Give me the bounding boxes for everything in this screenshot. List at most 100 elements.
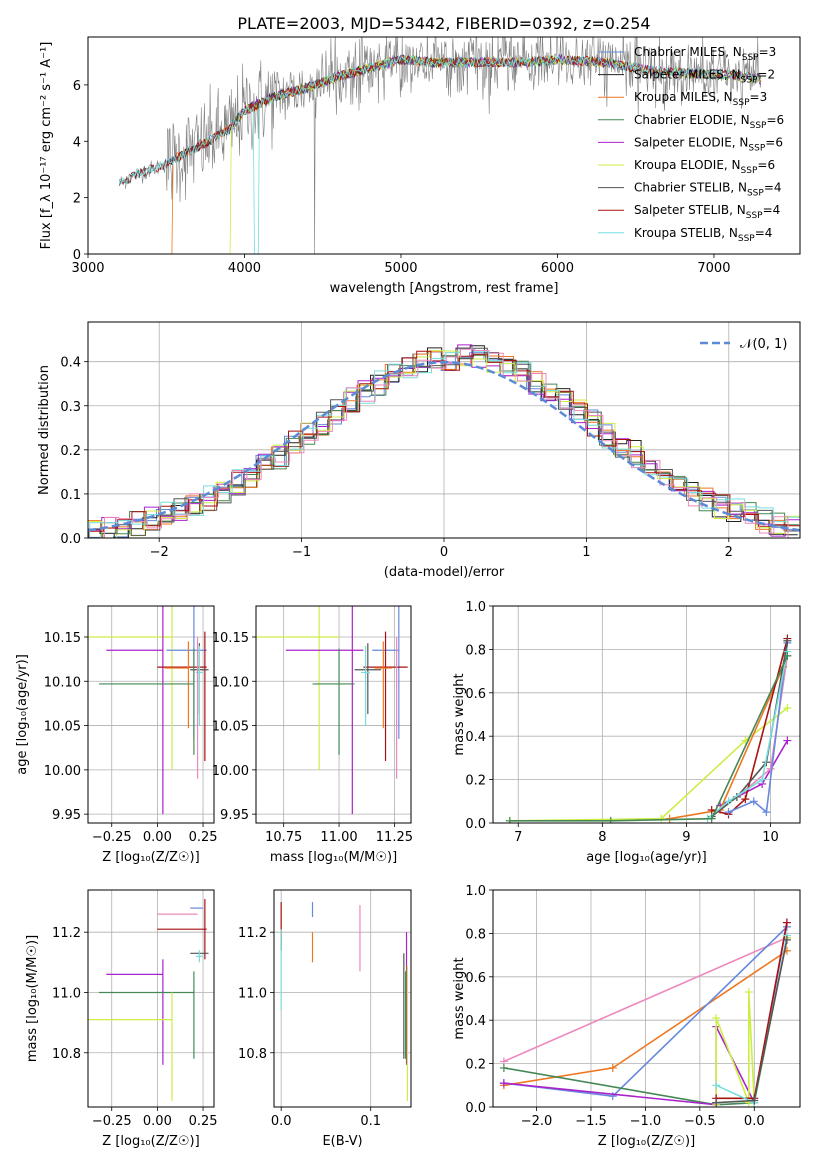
x-tick-label: 10	[762, 830, 779, 845]
legend-label: Chabrier STELIB, NSSP=4	[634, 181, 782, 199]
plus-marker	[657, 814, 666, 823]
legend-sub: SSP	[742, 53, 759, 63]
x-tick-label: 11.00	[320, 830, 357, 845]
plus-marker	[724, 797, 733, 806]
plus-marker	[762, 808, 771, 817]
x-tick-label: 2	[725, 545, 733, 560]
y-tick-label: 10.00	[212, 764, 249, 779]
y-tick-label: 9.95	[220, 808, 249, 823]
histogram-step-kroupa-miles	[88, 351, 799, 532]
x-tick-label: 9	[682, 830, 690, 845]
legend-tail: =3	[759, 45, 777, 59]
y-tick-label: 10.15	[212, 631, 249, 646]
plus-marker	[766, 764, 775, 773]
errorbar-point	[157, 899, 207, 960]
series-line	[503, 936, 788, 1063]
y-tick-label: 0.6	[465, 687, 486, 702]
errorbar-point	[106, 959, 164, 1065]
y-tick-label: 0.0	[60, 532, 81, 547]
errorbar-point	[98, 971, 195, 1059]
plus-marker	[783, 651, 792, 660]
spectrum-panel: 3000 4000 5000 6000 7000 0 2 4 6 wavelength [Angs…	[39, 36, 801, 296]
y-tick-label: 10.00	[44, 764, 81, 779]
plus-marker	[608, 1063, 617, 1072]
y-tick-label: 0.8	[465, 643, 486, 658]
plus-marker	[499, 1079, 508, 1088]
y-tick-label: 0.4	[60, 356, 81, 371]
model-spectrum-kroupa-stelib	[118, 54, 761, 254]
series-line	[728, 642, 789, 814]
legend-tail: =4	[763, 203, 781, 217]
y-tick-label: 6	[73, 79, 81, 94]
errorbar-point	[285, 606, 364, 815]
y-tick-label: 0.6	[465, 971, 486, 986]
errorbar-point	[164, 641, 190, 729]
x-tick-label: 7000	[697, 261, 730, 276]
series-line	[509, 655, 789, 822]
spectrum-legend: Chabrier MILES, NSSP=3 Salpeter MILES, NS…	[598, 45, 784, 244]
x-tick-label: 0	[440, 545, 448, 560]
plus-marker	[741, 795, 750, 804]
y-tick-label: 0.8	[465, 927, 486, 942]
x-axis-label: E(B-V)	[322, 1134, 362, 1149]
errorbar-point	[354, 643, 382, 715]
errorbar-point	[363, 631, 408, 761]
x-tick-label: 0.1	[360, 1114, 381, 1129]
histogram-step-kroupa-stelib	[89, 348, 800, 538]
residuals-panel: −2 −1 0 1 2 0.0 0.1 0.2 0.3 0.4 (data-model)/error…	[37, 321, 801, 580]
x-tick-label: 0.00	[143, 830, 172, 845]
axes-frame	[255, 605, 412, 824]
x-axis-label: Z [log₁₀(Z/Z☉)]	[598, 1134, 695, 1149]
plus-marker	[783, 736, 792, 745]
y-axis-label: mass weight	[452, 957, 467, 1039]
y-tick-label: 10.05	[212, 720, 249, 735]
legend-label: Salpeter STELIB, NSSP=4	[634, 203, 780, 221]
y-tick-label: 10.10	[212, 675, 249, 690]
x-tick-label: 0.0	[744, 1114, 765, 1129]
mass-weight-vs-Z-panel: −2.0 −1.5 −1.0 −0.5 0.0 0.0 0.2 0.4 0.6 0.8 1.0 Z […	[452, 884, 801, 1149]
x-tick-label: −1.0	[630, 1114, 662, 1129]
legend-tail: =6	[757, 158, 775, 172]
y-axis-label: mass weight	[452, 673, 467, 755]
axes-frame	[87, 36, 801, 255]
x-tick-label: 10.75	[265, 830, 302, 845]
errorbar-point	[157, 631, 207, 761]
plus-marker	[724, 808, 733, 817]
legend-sub: SSP	[746, 211, 763, 221]
series-chabrier-stelib	[712, 935, 791, 1107]
plus-marker	[749, 797, 758, 806]
x-tick-label: −0.25	[92, 830, 132, 845]
mass-weight-vs-age-panel: 7 8 9 10 0.0 0.2 0.4 0.6 0.8 1.0 age [log₁₀(age/yr…	[452, 600, 801, 865]
histogram-step-kroupa-elodie	[88, 350, 800, 538]
x-tick-label: 8	[598, 830, 606, 845]
legend-tail: =4	[755, 226, 773, 240]
x-tick-label: 1	[582, 545, 590, 560]
age-vs-Z-panel: −0.25 0.00 0.25 9.95 10.00 10.05 10.10 10.15 Z […	[15, 605, 218, 865]
x-tick-label: 4000	[228, 261, 261, 276]
legend-label: Chabrier MILES, NSSP=3	[634, 45, 776, 63]
plus-marker	[712, 1098, 721, 1107]
y-tick-label: 0.1	[60, 488, 81, 503]
y-tick-label: 10.8	[52, 1047, 81, 1062]
y-tick-label: 11.0	[52, 986, 81, 1001]
y-tick-label: 0.4	[465, 730, 486, 745]
residuals-legend: 𝒩(0, 1)	[700, 337, 787, 352]
series-line	[706, 651, 789, 820]
series-line	[711, 638, 789, 816]
legend-label: Salpeter ELODIE, NSSP=6	[634, 135, 783, 153]
y-tick-label: 0	[73, 248, 81, 263]
y-axis-label: mass [log₁₀(M/M☉)]	[25, 935, 40, 1062]
x-tick-label: −1	[292, 545, 311, 560]
plus-marker	[744, 987, 753, 996]
x-tick-label: 5000	[384, 261, 417, 276]
x-axis-label: mass [log₁₀(M/M☉)]	[270, 850, 397, 865]
y-tick-label: 0.2	[60, 444, 81, 459]
x-tick-label: −2	[150, 545, 169, 560]
mass-vs-Z-panel: −0.25 0.00 0.25 10.8 11.0 11.2 Z [log₁₀(Z/Z☉)]…	[25, 889, 218, 1149]
x-axis-label: wavelength [Angstrom, rest frame]	[330, 281, 559, 296]
y-tick-label: 10.05	[44, 720, 81, 735]
plus-marker	[665, 814, 674, 823]
errorbar-point	[195, 950, 204, 963]
legend-tail: =6	[766, 113, 784, 127]
